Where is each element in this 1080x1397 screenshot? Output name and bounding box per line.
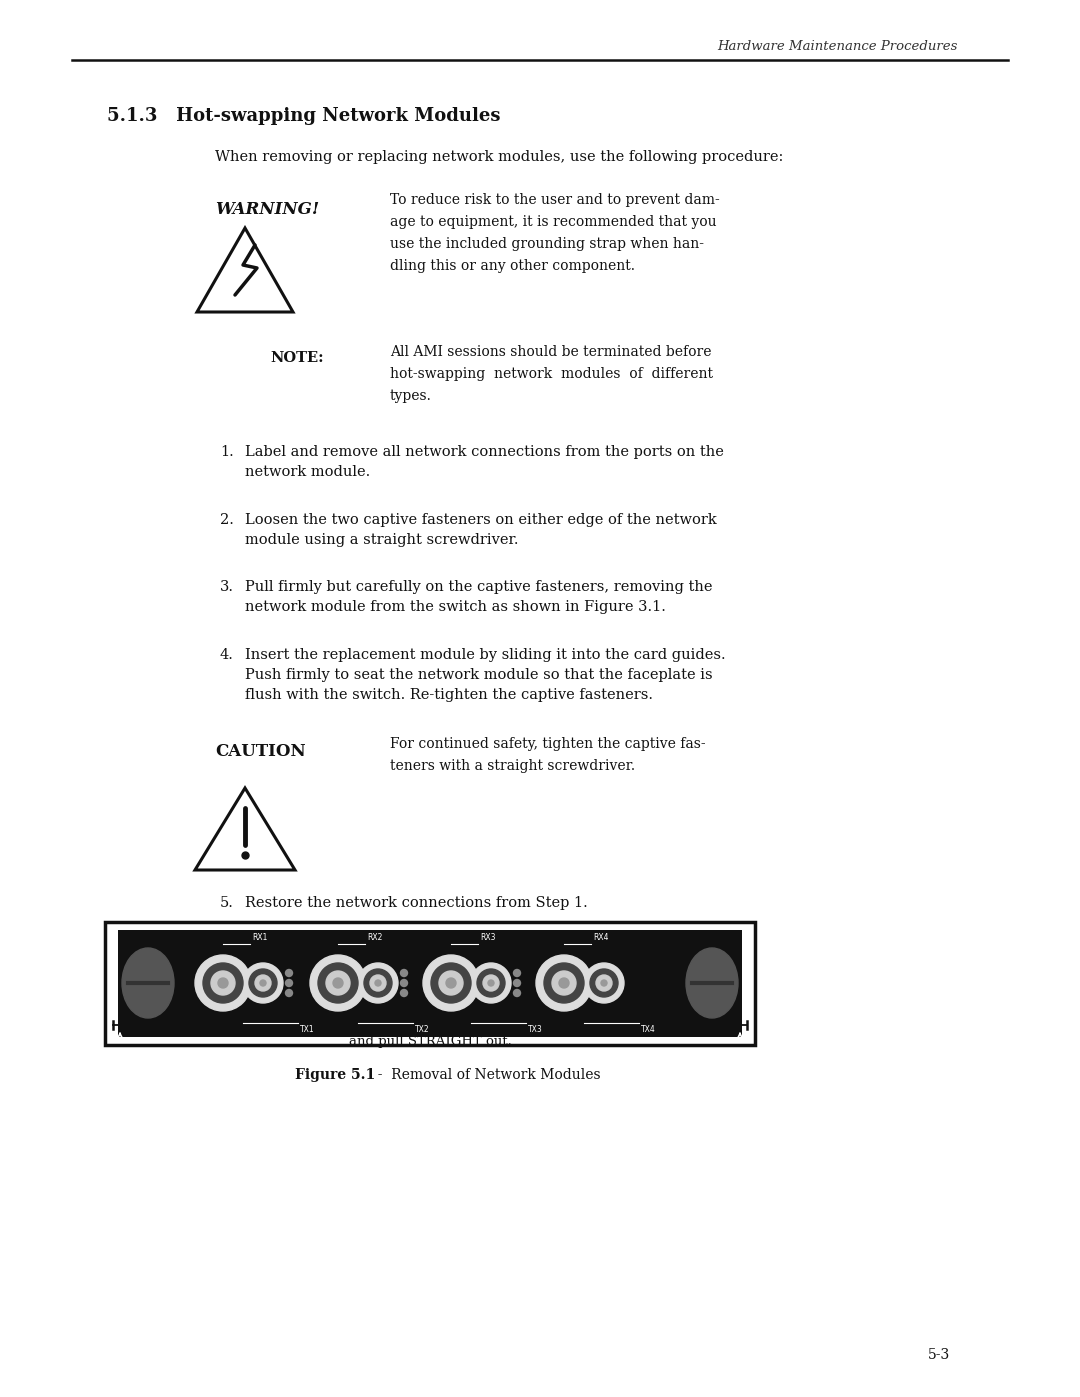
Ellipse shape <box>122 949 174 1018</box>
Bar <box>118 930 742 1037</box>
Circle shape <box>438 971 463 995</box>
Text: flush with the switch. Re-tighten the captive fasteners.: flush with the switch. Re-tighten the ca… <box>245 687 653 703</box>
Circle shape <box>375 981 381 986</box>
Circle shape <box>590 970 618 997</box>
Circle shape <box>596 975 612 990</box>
Text: Loosen captive fasteners: Loosen captive fasteners <box>347 1017 513 1030</box>
Circle shape <box>285 970 293 977</box>
Circle shape <box>446 978 456 988</box>
Text: TX2: TX2 <box>415 1024 430 1034</box>
Text: TX1: TX1 <box>300 1024 314 1034</box>
Text: use the included grounding strap when han-: use the included grounding strap when ha… <box>390 237 704 251</box>
Text: dling this or any other component.: dling this or any other component. <box>390 258 635 272</box>
Text: CAUTION: CAUTION <box>215 743 306 760</box>
Text: network module from the switch as shown in Figure 3.1.: network module from the switch as shown … <box>245 599 666 615</box>
Text: When removing or replacing network modules, use the following procedure:: When removing or replacing network modul… <box>215 149 783 163</box>
Circle shape <box>285 989 293 996</box>
Text: WARNING!: WARNING! <box>215 201 319 218</box>
Text: 1.: 1. <box>220 446 233 460</box>
Text: 2.: 2. <box>220 513 234 527</box>
Circle shape <box>203 963 243 1003</box>
Circle shape <box>357 963 399 1003</box>
Circle shape <box>326 971 350 995</box>
Circle shape <box>333 978 343 988</box>
Circle shape <box>195 956 251 1011</box>
Circle shape <box>423 956 480 1011</box>
Circle shape <box>431 963 471 1003</box>
Text: hot-swapping  network  modules  of  different: hot-swapping network modules of differen… <box>390 367 713 381</box>
Circle shape <box>544 963 584 1003</box>
Circle shape <box>285 979 293 986</box>
Circle shape <box>483 975 499 990</box>
Circle shape <box>318 963 357 1003</box>
Text: teners with a straight screwdriver.: teners with a straight screwdriver. <box>390 759 635 773</box>
Circle shape <box>559 978 569 988</box>
Circle shape <box>477 970 505 997</box>
Text: Loosen the two captive fasteners on either edge of the network: Loosen the two captive fasteners on eith… <box>245 513 717 527</box>
Circle shape <box>364 970 392 997</box>
Text: RX3: RX3 <box>480 933 496 943</box>
Circle shape <box>218 978 228 988</box>
Text: For continued safety, tighten the captive fas-: For continued safety, tighten the captiv… <box>390 738 705 752</box>
Circle shape <box>488 981 494 986</box>
Text: Label and remove all network connections from the ports on the: Label and remove all network connections… <box>245 446 724 460</box>
Circle shape <box>211 971 235 995</box>
Text: Pull firmly but carefully on the captive fasteners, removing the: Pull firmly but carefully on the captive… <box>245 580 713 594</box>
Text: and pull STRAIGHT out.: and pull STRAIGHT out. <box>349 1035 512 1048</box>
Circle shape <box>552 971 576 995</box>
Text: 4.: 4. <box>220 648 234 662</box>
Text: NOTE:: NOTE: <box>270 351 324 365</box>
Text: -  Removal of Network Modules: - Removal of Network Modules <box>369 1067 600 1083</box>
Circle shape <box>471 963 511 1003</box>
Text: 5-3: 5-3 <box>928 1348 950 1362</box>
Text: module using a straight screwdriver.: module using a straight screwdriver. <box>245 534 518 548</box>
Text: Figure 5.1: Figure 5.1 <box>295 1067 375 1083</box>
Text: RX1: RX1 <box>252 933 268 943</box>
Text: 5.1.3   Hot-swapping Network Modules: 5.1.3 Hot-swapping Network Modules <box>107 108 500 124</box>
Text: Insert the replacement module by sliding it into the card guides.: Insert the replacement module by sliding… <box>245 648 726 662</box>
Text: Hardware Maintenance Procedures: Hardware Maintenance Procedures <box>717 39 958 53</box>
Circle shape <box>249 970 276 997</box>
Text: TX3: TX3 <box>528 1024 543 1034</box>
Circle shape <box>513 970 521 977</box>
Circle shape <box>401 989 407 996</box>
Text: 3.: 3. <box>220 580 234 594</box>
Circle shape <box>600 981 607 986</box>
Circle shape <box>513 979 521 986</box>
Circle shape <box>401 970 407 977</box>
Text: RX2: RX2 <box>367 933 382 943</box>
Text: age to equipment, it is recommended that you: age to equipment, it is recommended that… <box>390 215 717 229</box>
Text: types.: types. <box>390 388 432 402</box>
Circle shape <box>255 975 271 990</box>
Text: Push firmly to seat the network module so that the faceplate is: Push firmly to seat the network module s… <box>245 668 713 682</box>
Circle shape <box>243 963 283 1003</box>
Bar <box>105 922 755 1045</box>
Text: network module.: network module. <box>245 465 370 479</box>
Text: TX4: TX4 <box>642 1024 656 1034</box>
Text: 5.: 5. <box>220 895 234 909</box>
Circle shape <box>260 981 266 986</box>
Text: Restore the network connections from Step 1.: Restore the network connections from Ste… <box>245 895 588 909</box>
Circle shape <box>401 979 407 986</box>
Circle shape <box>310 956 366 1011</box>
Text: To reduce risk to the user and to prevent dam-: To reduce risk to the user and to preven… <box>390 193 719 207</box>
Ellipse shape <box>686 949 738 1018</box>
Text: RX4: RX4 <box>593 933 608 943</box>
Circle shape <box>370 975 386 990</box>
Text: All AMI sessions should be terminated before: All AMI sessions should be terminated be… <box>390 345 712 359</box>
Circle shape <box>536 956 592 1011</box>
Circle shape <box>513 989 521 996</box>
Circle shape <box>584 963 624 1003</box>
